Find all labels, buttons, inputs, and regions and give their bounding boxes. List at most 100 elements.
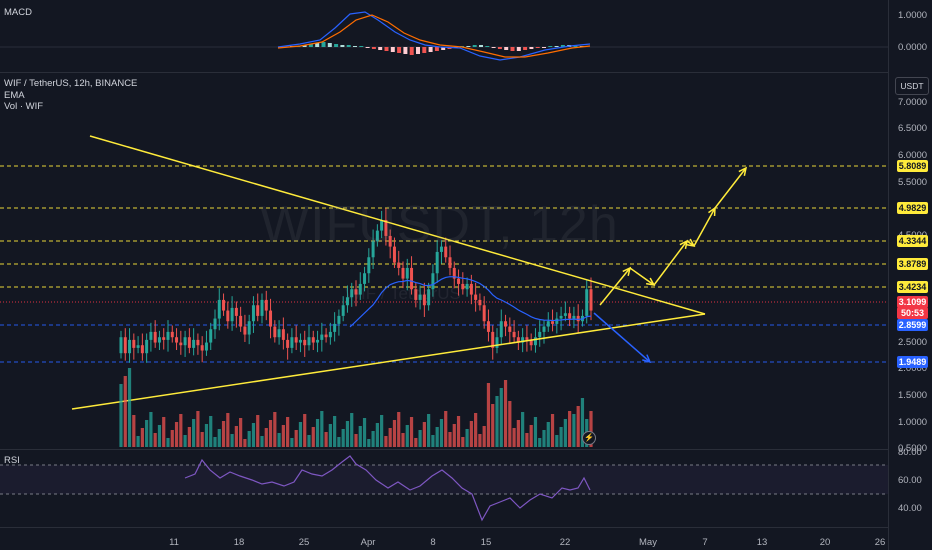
volume-bar [350,413,354,447]
rsi-tick: 40.00 [898,503,922,514]
candle-body [538,331,542,338]
candle-body [533,337,537,346]
candle-body [328,331,332,338]
candle-body [320,334,324,340]
volume-bar [226,413,230,447]
volume-bar [243,439,247,447]
chart-svg[interactable] [0,0,888,550]
macd-histogram-bar [353,46,357,47]
volume-bar [405,425,409,447]
volume-bar [123,376,127,447]
pane-separator-rsi[interactable] [0,449,932,450]
candle-body [303,339,307,346]
macd-label[interactable]: MACD [4,7,32,18]
macd-histogram-bar [491,47,496,48]
candle-body [418,294,422,300]
candle-body [546,321,550,327]
volume-bar [333,416,337,447]
macd-histogram-bar [510,47,515,51]
candle-body [499,321,503,338]
volume-bar [495,396,499,447]
candle-body [140,345,144,354]
candle-body [392,246,396,263]
macd-histogram-bar [315,43,320,47]
volume-bar [217,429,221,447]
lower-trendline [71,313,706,410]
time-tick: 20 [819,537,831,548]
rsi-label[interactable]: RSI [4,455,20,466]
volume-bar [157,425,162,447]
candle-body [251,305,255,322]
projection-bearish-head [642,354,652,364]
candle-body [286,339,290,348]
candle-body [256,305,260,316]
symbol-legend[interactable]: WIF / TetherUS, 12h, BINANCE [4,78,138,89]
macd-histogram-bar [466,46,471,47]
pane-separator-macd[interactable] [0,72,932,73]
macd-histogram-bar [359,46,364,47]
projection-bearish [593,312,651,363]
volume-bar [409,417,414,447]
candle-body [264,299,268,311]
candle-body [486,321,490,332]
volume-bar [140,428,144,447]
volume-bar [213,437,217,447]
volume-bar [247,431,251,447]
time-tick: 25 [298,537,310,548]
candle-body [183,337,187,346]
volume-bar [375,423,379,447]
macd-histogram-bar [523,47,528,50]
volume-bar [298,422,303,447]
candle-body [427,289,431,306]
candle-body [474,294,478,300]
volume-pane [119,368,593,447]
price-level-badge: 1.9489 [897,356,928,368]
volume-bar [286,417,290,447]
candle-body [239,315,243,327]
price-tick: 6.0000 [898,150,928,161]
candle-body [380,219,384,231]
volume-legend[interactable]: Vol · WIF [4,101,44,112]
macd-histogram-bar [384,47,389,51]
candle-body [469,283,473,295]
candle-body [422,294,426,306]
candle-body [277,329,281,338]
volume-bar [512,428,516,447]
volume-bar [187,427,191,447]
macd-signal-line [277,14,591,58]
candle-body [576,315,580,322]
macd-histogram-bar [479,45,483,47]
volume-bar [166,438,170,447]
candle-body [367,257,371,274]
candle-body [179,342,183,346]
macd-histogram-bar [554,46,559,47]
candle-body [363,273,367,284]
macd-pane [0,11,888,61]
projection-up-leg-4 [714,167,747,209]
candle-body [563,313,567,316]
macd-histogram-bar [472,45,477,47]
currency-selector[interactable]: USDT [895,77,929,95]
volume-bar [367,439,371,447]
macd-tick: 1.0000 [898,10,928,21]
projection-up-leg-1 [599,267,631,306]
macd-histogram-bar [504,47,509,50]
candle-body [435,251,439,274]
volume-bar [478,434,482,447]
time-tick: 8 [430,537,436,548]
volume-bar [290,438,294,447]
price-tick: 1.5000 [898,389,928,401]
ema-legend[interactable]: EMA [4,90,25,101]
macd-histogram-bar [397,47,402,53]
volume-bar [354,434,358,447]
projection-up-leg-2 [653,240,688,286]
candle-body [136,345,140,348]
volume-bar [546,422,550,447]
candle-body [145,339,149,354]
volume-bar [132,415,136,447]
time-tick: 7 [702,537,708,548]
macd-histogram-bar [340,45,345,47]
time-tick: 15 [480,537,492,548]
candle-body [371,241,375,258]
lightning-icon[interactable]: ⚡ [582,431,596,445]
